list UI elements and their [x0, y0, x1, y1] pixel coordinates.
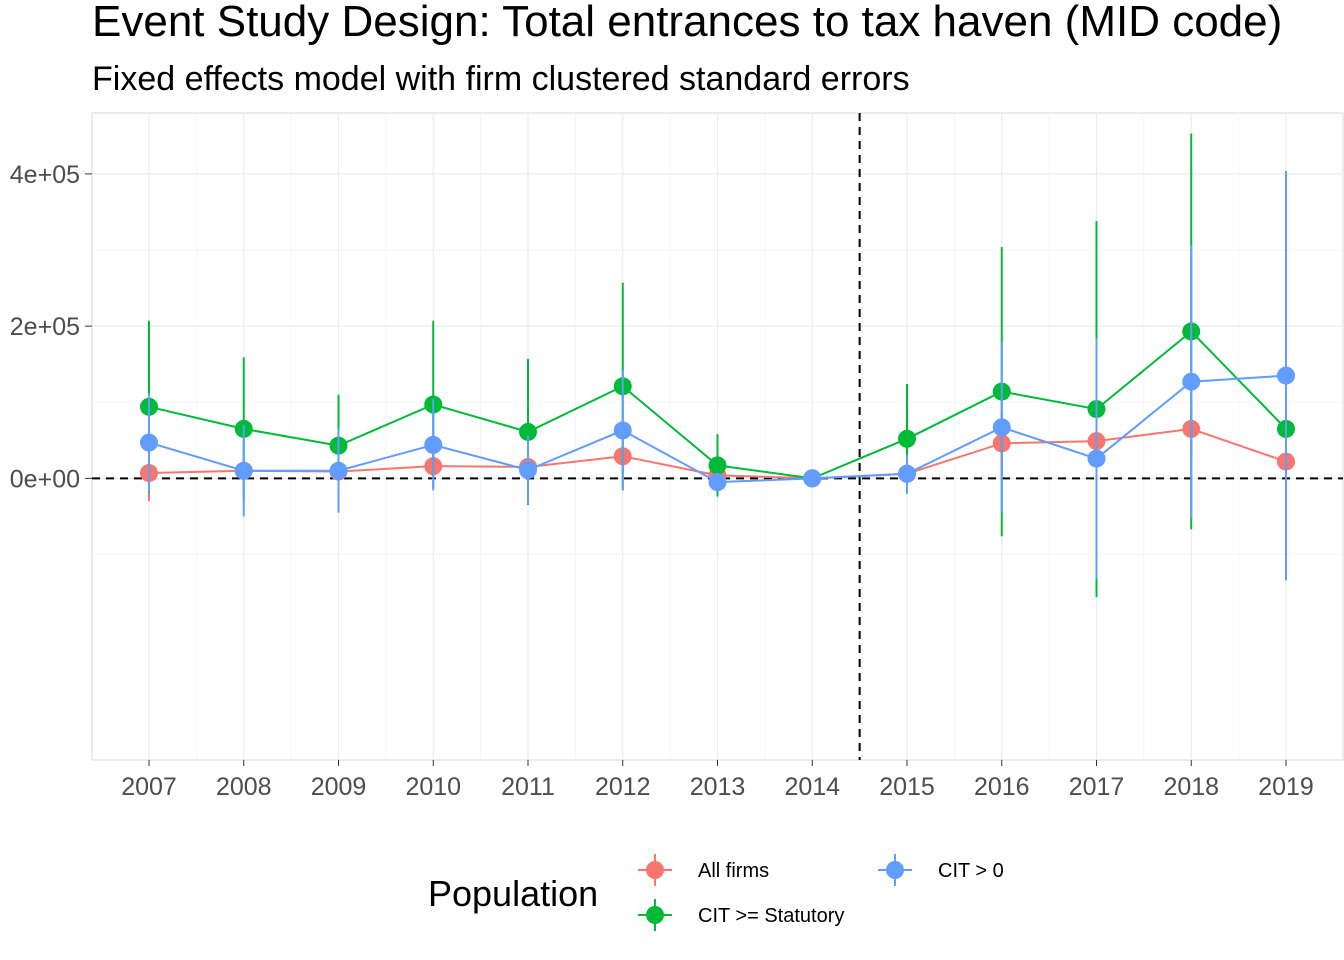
- point-2-2015: [898, 464, 916, 483]
- y-tick-label: 4e+05: [10, 161, 80, 189]
- point-1-2015: [898, 429, 916, 448]
- x-tick-label: 2008: [216, 773, 272, 801]
- legend-label-cit-statutory: CIT >= Statutory: [698, 905, 844, 927]
- chart-subtitle: Fixed effects model with firm clustered …: [92, 60, 910, 98]
- x-tick-label: 2016: [974, 773, 1030, 801]
- series-2: [140, 170, 1295, 581]
- legend-title: Population: [428, 873, 598, 914]
- legend-key-all-firms-point: [646, 861, 664, 879]
- x-tick-label: 2017: [1069, 773, 1125, 801]
- point-2-2012: [613, 421, 632, 440]
- x-tick-label: 2007: [121, 773, 177, 801]
- y-tick-label: 2e+05: [10, 313, 80, 341]
- series-layer: [140, 133, 1295, 598]
- x-tick-label: 2013: [690, 773, 746, 801]
- point-2-2013: [708, 473, 727, 492]
- y-tick-label: 0e+00: [10, 465, 80, 493]
- x-tick-label: 2014: [784, 773, 840, 801]
- legend-item-all-firms: All firms: [638, 854, 769, 886]
- point-2-2016: [992, 418, 1011, 437]
- point-2-2007: [140, 433, 158, 452]
- point-2-2008: [234, 461, 253, 480]
- point-2-2017: [1087, 449, 1106, 468]
- x-tick-label: 2018: [1163, 773, 1219, 801]
- legend: Population All firms CIT >= Statutory CI…: [428, 854, 1004, 931]
- point-2-2019: [1277, 366, 1295, 385]
- x-tick-label: 2009: [311, 773, 367, 801]
- point-2-2018: [1182, 372, 1201, 391]
- point-2-2009: [329, 461, 348, 480]
- x-tick-label: 2010: [405, 773, 461, 801]
- point-2-2010: [424, 435, 443, 454]
- x-tick-label: 2019: [1258, 773, 1314, 801]
- legend-label-cit-positive: CIT > 0: [938, 860, 1004, 882]
- legend-item-cit-statutory: CIT >= Statutory: [638, 899, 844, 931]
- legend-key-cit-statutory-point: [646, 906, 664, 924]
- chart-title: Event Study Design: Total entrances to t…: [92, 0, 1282, 46]
- x-tick-label: 2011: [501, 773, 555, 801]
- x-tick-label: 2015: [879, 773, 935, 801]
- legend-key-cit-positive-point: [886, 861, 904, 879]
- legend-label-all-firms: All firms: [698, 860, 769, 882]
- point-2-2011: [519, 460, 537, 479]
- point-2-2014: [803, 469, 822, 488]
- point-1-2011: [519, 422, 537, 441]
- point-1-2013: [708, 456, 727, 475]
- reference-lines: [92, 113, 1343, 760]
- legend-item-cit-positive: CIT > 0: [878, 854, 1004, 886]
- x-tick-label: 2012: [595, 773, 651, 801]
- axis-labels: 2007 2008 2009 2010 2011 2012 2013 2014 2015 2016…: [10, 161, 1314, 801]
